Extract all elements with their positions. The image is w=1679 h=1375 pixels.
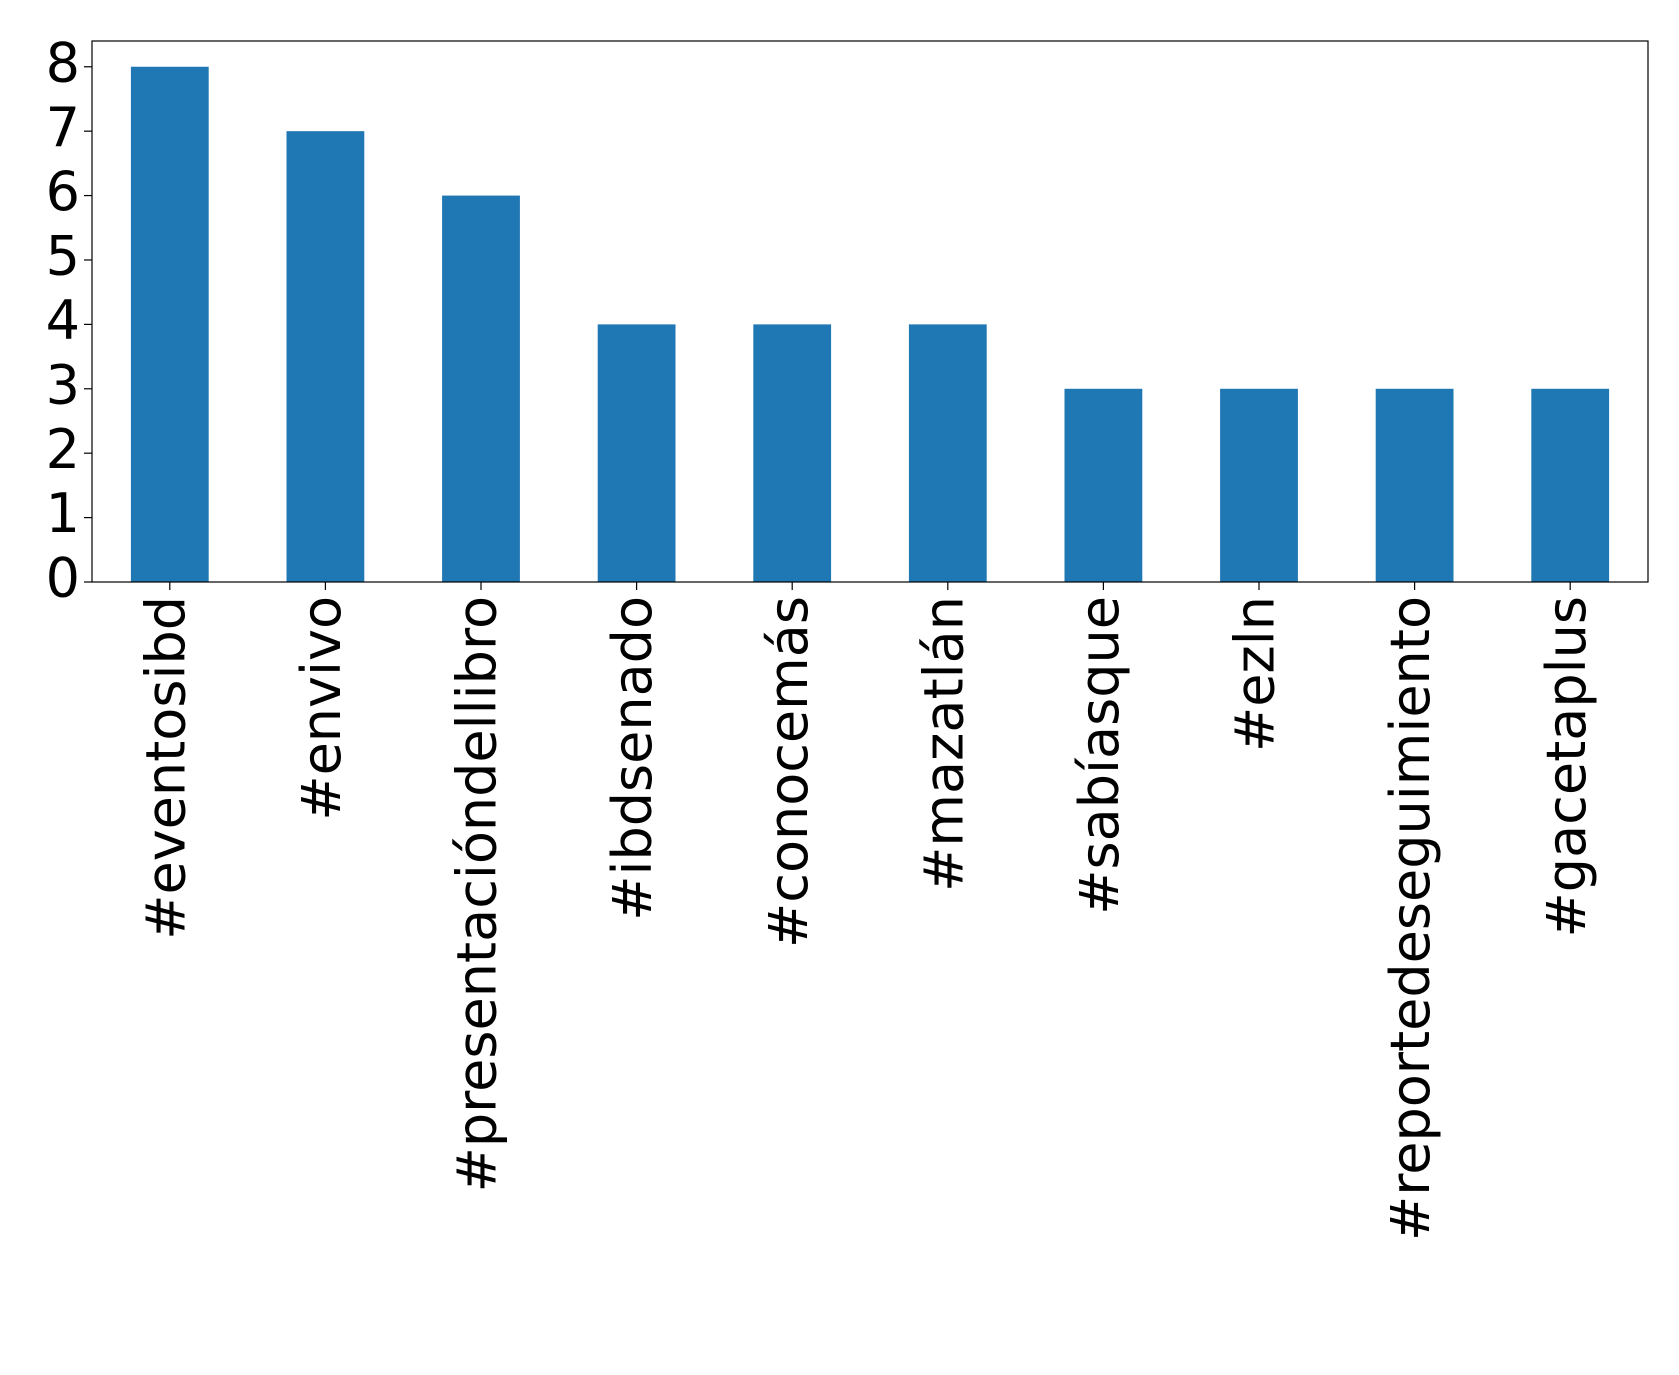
- x-tick-label: #ezln: [1224, 596, 1287, 752]
- bar: [597, 324, 676, 582]
- bar: [442, 195, 520, 583]
- y-tick-label: 1: [46, 482, 80, 545]
- y-tick-label: 6: [46, 160, 80, 223]
- y-tick-label: 5: [46, 225, 80, 288]
- x-tick-label: #presentacióndellibro: [446, 596, 509, 1192]
- bar: [1220, 388, 1298, 582]
- x-tick-label: #eventosibd: [134, 596, 197, 940]
- y-tick-label: 4: [46, 289, 80, 352]
- bar: [1375, 388, 1454, 582]
- x-tick-label: #mazatlán: [912, 596, 975, 892]
- bar: [1531, 388, 1610, 582]
- bar: [753, 324, 832, 582]
- bar: [1064, 388, 1143, 582]
- bar: [286, 131, 365, 582]
- plot-frame: [91, 40, 1649, 583]
- y-tick-label: 8: [46, 31, 80, 94]
- y-tick-label: 7: [46, 96, 80, 159]
- x-tick-label: #sabíasque: [1068, 596, 1131, 915]
- x-tick-label: #gacetaplus: [1535, 596, 1598, 937]
- y-tick-label: 3: [46, 353, 80, 416]
- x-tick-label: #ibdsenado: [601, 596, 664, 921]
- x-tick-label: #reportedeseguimiento: [1379, 596, 1442, 1241]
- x-tick-label: #conocemás: [757, 596, 820, 948]
- y-tick-label: 0: [46, 547, 80, 610]
- y-tick-label: 2: [46, 418, 80, 481]
- bar: [130, 66, 209, 582]
- bar: [908, 324, 987, 582]
- x-tick-label: #envivo: [290, 596, 353, 821]
